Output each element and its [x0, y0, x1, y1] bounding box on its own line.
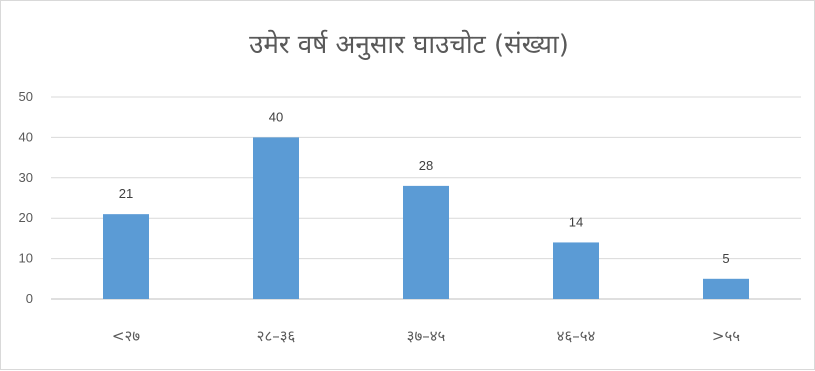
x-category-label: ३७–४५	[407, 327, 446, 345]
bar	[253, 137, 299, 299]
chart-title: उमेर वर्ष अनुसार घाउचोट (संख्या)	[249, 29, 569, 60]
x-axis-categories: <२७ २८–३६ ३७–४५ ४६–५४ >५५	[112, 327, 740, 345]
y-tick-label: 30	[19, 170, 33, 185]
x-category-label: २८–३६	[257, 327, 296, 345]
bar	[703, 278, 749, 299]
data-label: 14	[569, 214, 583, 229]
y-tick-label: 40	[19, 129, 33, 144]
data-label: 40	[269, 109, 283, 124]
data-label: 21	[119, 186, 133, 201]
y-axis-ticks: 0 10 20 30 40 50	[19, 89, 33, 306]
bar	[403, 185, 449, 299]
y-tick-label: 50	[19, 89, 33, 104]
x-category-label: ४६–५४	[557, 327, 596, 345]
x-category-label: <२७	[112, 327, 140, 345]
y-tick-label: 10	[19, 251, 33, 266]
x-category-label: >५५	[712, 327, 740, 345]
y-tick-label: 0	[26, 291, 33, 306]
data-label: 28	[419, 158, 433, 173]
bar	[553, 242, 599, 299]
bar	[103, 214, 149, 299]
y-tick-label: 20	[19, 210, 33, 225]
data-labels-layer: 21 40 28 14 5	[119, 109, 730, 265]
data-label: 5	[722, 251, 729, 266]
bars-layer	[103, 137, 749, 299]
